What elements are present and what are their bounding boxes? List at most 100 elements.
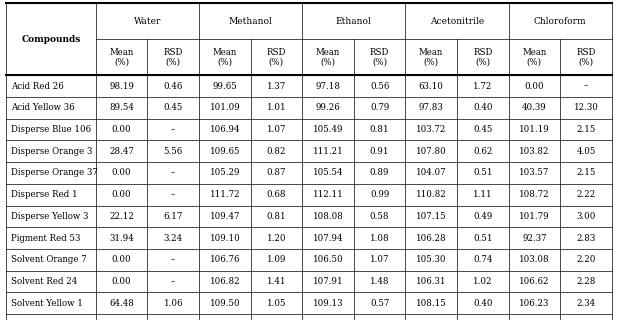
Text: 110.82: 110.82	[416, 190, 447, 199]
Text: 107.15: 107.15	[416, 212, 447, 221]
Text: RSD
(%): RSD (%)	[473, 48, 493, 67]
Text: 106.28: 106.28	[416, 234, 447, 243]
Text: 0.45: 0.45	[164, 103, 183, 112]
Text: 5.56: 5.56	[164, 147, 183, 156]
Text: 105.49: 105.49	[313, 125, 343, 134]
Text: 0.81: 0.81	[370, 125, 389, 134]
Text: 1.72: 1.72	[473, 82, 493, 91]
Text: 106.31: 106.31	[416, 277, 446, 286]
Text: 1.41: 1.41	[266, 277, 286, 286]
Text: 101.79: 101.79	[519, 212, 550, 221]
Text: 1.05: 1.05	[266, 299, 286, 308]
Text: 6.17: 6.17	[164, 212, 183, 221]
Text: 3.00: 3.00	[577, 212, 596, 221]
Text: RSD
(%): RSD (%)	[370, 48, 389, 67]
Text: 1.48: 1.48	[370, 277, 389, 286]
Text: 0.00: 0.00	[112, 190, 132, 199]
Text: 31.94: 31.94	[109, 234, 134, 243]
Text: 1.11: 1.11	[473, 190, 493, 199]
Text: 98.19: 98.19	[109, 82, 134, 91]
Text: 12.30: 12.30	[574, 103, 598, 112]
Text: 106.23: 106.23	[519, 299, 549, 308]
Text: Mean
(%): Mean (%)	[419, 48, 443, 67]
Text: 1.37: 1.37	[267, 82, 286, 91]
Text: 0.00: 0.00	[112, 169, 132, 178]
Text: 106.50: 106.50	[313, 255, 344, 264]
Text: 103.57: 103.57	[519, 169, 549, 178]
Text: 107.91: 107.91	[313, 277, 344, 286]
Text: 1.07: 1.07	[370, 255, 389, 264]
Text: 0.46: 0.46	[164, 82, 183, 91]
Text: 40.39: 40.39	[522, 103, 547, 112]
Text: 0.62: 0.62	[473, 147, 493, 156]
Text: 2.34: 2.34	[577, 299, 596, 308]
Text: Mean
(%): Mean (%)	[213, 48, 237, 67]
Text: 0.45: 0.45	[473, 125, 493, 134]
Text: Compounds: Compounds	[22, 35, 80, 44]
Text: 101.09: 101.09	[210, 103, 240, 112]
Text: 0.58: 0.58	[370, 212, 389, 221]
Text: 105.54: 105.54	[313, 169, 343, 178]
Text: 1.06: 1.06	[164, 299, 183, 308]
Text: 89.54: 89.54	[109, 103, 134, 112]
Text: 108.15: 108.15	[416, 299, 447, 308]
Text: 2.83: 2.83	[577, 234, 596, 243]
Text: Pigment Red 53: Pigment Red 53	[11, 234, 80, 243]
Text: 109.50: 109.50	[210, 299, 240, 308]
Text: 97.18: 97.18	[316, 82, 341, 91]
Text: 105.29: 105.29	[210, 169, 240, 178]
Text: 107.80: 107.80	[416, 147, 447, 156]
Text: 0.57: 0.57	[370, 299, 389, 308]
Text: RSD
(%): RSD (%)	[577, 48, 596, 67]
Text: –: –	[171, 169, 176, 178]
Text: 108.08: 108.08	[313, 212, 344, 221]
Text: 28.47: 28.47	[109, 147, 134, 156]
Text: 97.83: 97.83	[419, 103, 444, 112]
Text: 112.11: 112.11	[313, 190, 344, 199]
Text: 0.56: 0.56	[370, 82, 389, 91]
Text: 0.68: 0.68	[266, 190, 286, 199]
Text: Methanol: Methanol	[229, 17, 273, 26]
Text: 4.05: 4.05	[577, 147, 596, 156]
Text: 109.10: 109.10	[210, 234, 240, 243]
Text: 0.00: 0.00	[112, 277, 132, 286]
Text: 105.30: 105.30	[416, 255, 446, 264]
Text: –: –	[171, 277, 176, 286]
Text: 106.62: 106.62	[519, 277, 549, 286]
Text: 64.48: 64.48	[109, 299, 134, 308]
Text: 22.12: 22.12	[109, 212, 134, 221]
Text: 107.94: 107.94	[313, 234, 343, 243]
Text: 106.82: 106.82	[210, 277, 240, 286]
Text: 0.00: 0.00	[525, 82, 544, 91]
Text: –: –	[171, 190, 176, 199]
Text: Mean
(%): Mean (%)	[109, 48, 133, 67]
Text: 1.01: 1.01	[266, 103, 286, 112]
Text: Mean
(%): Mean (%)	[522, 48, 546, 67]
Text: 1.02: 1.02	[473, 277, 493, 286]
Text: 99.65: 99.65	[213, 82, 237, 91]
Text: Disperse Yellow 3: Disperse Yellow 3	[11, 212, 88, 221]
Text: 63.10: 63.10	[419, 82, 444, 91]
Text: Disperse Orange 3: Disperse Orange 3	[11, 147, 92, 156]
Text: –: –	[171, 255, 176, 264]
Text: 0.74: 0.74	[473, 255, 493, 264]
Text: 111.21: 111.21	[313, 147, 344, 156]
Text: 109.13: 109.13	[313, 299, 343, 308]
Text: 104.07: 104.07	[416, 169, 447, 178]
Text: 0.51: 0.51	[473, 234, 493, 243]
Text: Acid Yellow 36: Acid Yellow 36	[11, 103, 74, 112]
Text: –: –	[171, 125, 176, 134]
Text: 1.07: 1.07	[266, 125, 286, 134]
Text: 103.82: 103.82	[519, 147, 549, 156]
Text: 109.65: 109.65	[210, 147, 240, 156]
Text: Solvent Orange 7: Solvent Orange 7	[11, 255, 87, 264]
Text: 99.26: 99.26	[316, 103, 341, 112]
Text: 106.94: 106.94	[210, 125, 240, 134]
Text: 0.49: 0.49	[473, 212, 493, 221]
Text: Disperse Orange 37: Disperse Orange 37	[11, 169, 98, 178]
Text: Water: Water	[133, 17, 161, 26]
Text: 0.40: 0.40	[473, 103, 493, 112]
Text: 0.81: 0.81	[266, 212, 286, 221]
Text: 0.00: 0.00	[112, 255, 132, 264]
Text: 0.40: 0.40	[473, 299, 493, 308]
